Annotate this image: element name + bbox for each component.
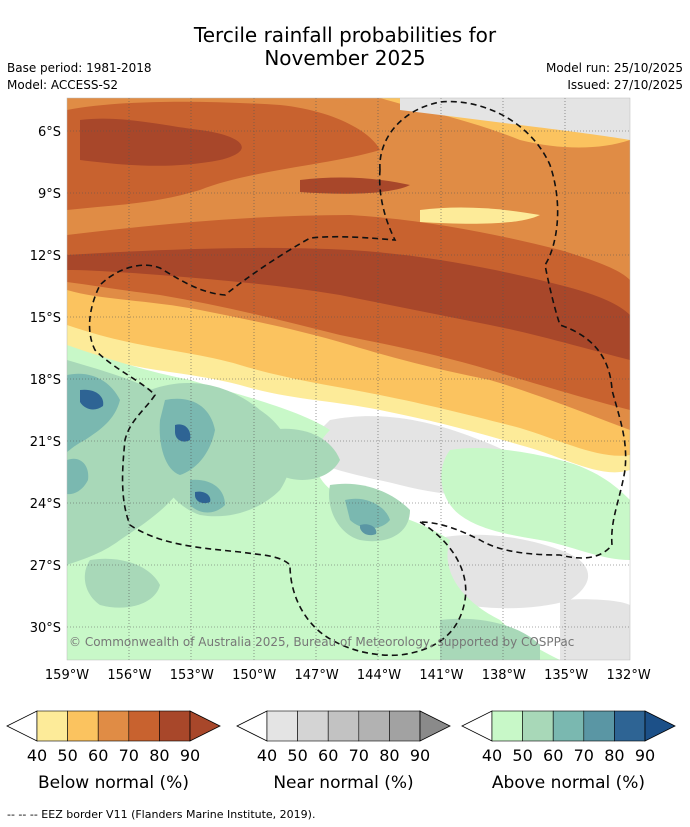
legend-tick: 50	[57, 746, 77, 765]
legend-tick: 60	[318, 746, 338, 765]
legend-swatch	[97, 710, 130, 742]
legend-title: Near normal (%)	[273, 773, 413, 793]
legends: 40 50 60 70 80 90 Below normal (%) 40 50 60 70 80 90…	[6, 710, 676, 793]
issued: Issued: 27/10/2025	[567, 78, 683, 92]
title-line-1: Tercile rainfall probabilities for	[193, 23, 497, 47]
eez-footer-note: -- -- -- EEZ border V11 (Flanders Marine…	[7, 808, 316, 821]
legend-swatch	[128, 710, 160, 742]
eez-border	[88, 100, 627, 657]
lat-label: 15°S	[30, 311, 61, 326]
legend-tick: 80	[604, 746, 624, 765]
copyright-notice: © Commonwealth of Australia 2025, Bureau…	[69, 635, 574, 649]
legend-swatch	[36, 710, 68, 742]
legend-under-arrow	[236, 710, 268, 742]
meta-left: Base period: 1981-2018 Model: ACCESS-S2	[7, 60, 152, 94]
lon-label: 132°W	[607, 668, 651, 683]
lon-label: 150°W	[232, 668, 276, 683]
lat-label: 9°S	[38, 187, 61, 202]
legend-swatch	[583, 710, 615, 742]
legend-swatch	[389, 710, 421, 742]
legend-under-arrow	[6, 710, 38, 742]
legend-colorbar: 40 50 60 70 80 90 Below normal (%)	[6, 710, 221, 793]
legend-swatch	[266, 710, 298, 742]
probability-fields	[67, 98, 630, 660]
lon-label: 153°W	[170, 668, 214, 683]
legend-under-arrow	[461, 710, 493, 742]
legend-tick: 40	[482, 746, 502, 765]
legend-colorbar: 40 50 60 70 80 90 Above normal (%)	[461, 710, 676, 793]
latitude-labels: 6°S 9°S 12°S 15°S 18°S 21°S 24°S 27°S 30°S	[30, 125, 61, 636]
legend-tick: 70	[349, 746, 369, 765]
lon-label: 147°W	[295, 668, 339, 683]
lon-label: 144°W	[357, 668, 401, 683]
legend-tick: 60	[543, 746, 563, 765]
legend-tick: 70	[119, 746, 139, 765]
legend-swatch	[327, 710, 360, 742]
lon-label: 138°W	[482, 668, 526, 683]
legend-tick: 80	[149, 746, 169, 765]
legend-tick: 50	[287, 746, 307, 765]
legend-tick: 40	[27, 746, 47, 765]
model-run: Model run: 25/10/2025	[545, 61, 683, 75]
meta-right: Model run: 25/10/2025 Issued: 27/10/2025	[546, 60, 683, 94]
lat-label: 30°S	[30, 621, 61, 636]
title-line-2: November 2025	[264, 46, 426, 70]
legend-swatch	[614, 710, 646, 742]
legend-swatch	[297, 710, 329, 742]
lon-label: 141°W	[419, 668, 463, 683]
model: Model: ACCESS-S2	[7, 78, 119, 92]
lon-label: 156°W	[107, 668, 151, 683]
legend-tick: 40	[257, 746, 277, 765]
lon-label: 135°W	[544, 668, 588, 683]
legend-title: Below normal (%)	[38, 773, 189, 793]
legend-tick: 70	[574, 746, 594, 765]
base-period: Base period: 1981-2018	[7, 61, 152, 75]
lat-label: 12°S	[30, 249, 61, 264]
legend-tick: 90	[180, 746, 200, 765]
lat-label: 24°S	[30, 497, 61, 512]
legend-tick: 80	[379, 746, 399, 765]
lat-label: 27°S	[30, 559, 61, 574]
map-title: Tercile rainfall probabilities for Novem…	[0, 24, 690, 70]
lat-label: 18°S	[30, 373, 61, 388]
lat-label: 6°S	[38, 125, 61, 140]
legend-over-arrow	[419, 710, 451, 742]
legend-title: Above normal (%)	[492, 773, 645, 793]
legend-swatch	[67, 710, 99, 742]
graticule	[67, 98, 630, 660]
legend-swatch	[358, 710, 390, 742]
lat-label: 21°S	[30, 435, 61, 450]
legend-over-arrow	[189, 710, 221, 742]
legend-tick: 60	[88, 746, 108, 765]
longitude-labels: 159°W 156°W 153°W 150°W 147°W 144°W 141°W 138°W…	[45, 668, 651, 683]
legend-swatch	[522, 710, 554, 742]
legend-colorbar: 40 50 60 70 80 90 Near normal (%)	[236, 710, 451, 793]
legend-tick: 90	[635, 746, 655, 765]
legend-swatch	[552, 710, 585, 742]
legend-tick: 50	[512, 746, 532, 765]
lon-label: 159°W	[45, 668, 89, 683]
legend-swatch	[159, 710, 191, 742]
legend-over-arrow	[644, 710, 676, 742]
legend-swatch	[491, 710, 523, 742]
legend-tick: 90	[410, 746, 430, 765]
